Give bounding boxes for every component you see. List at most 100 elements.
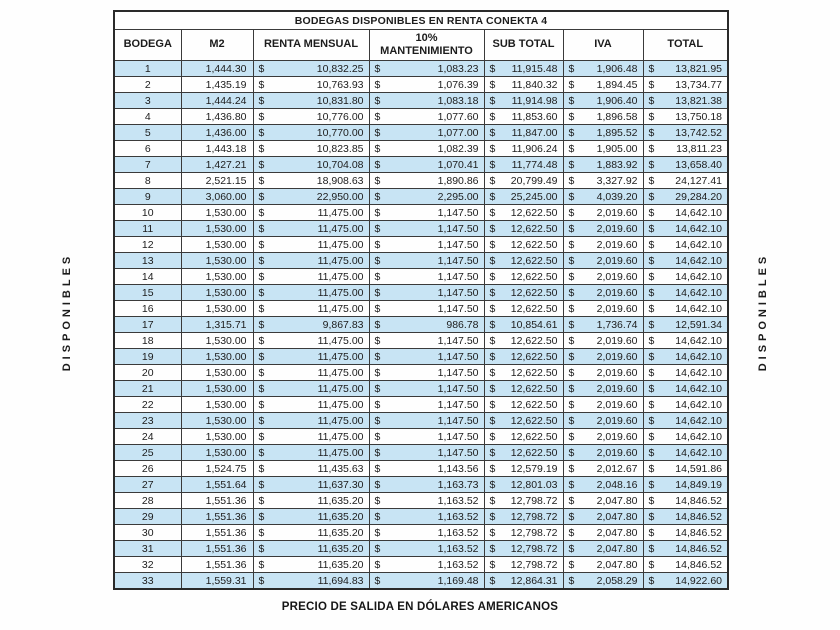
cell-sub-total: $12,798.72 bbox=[483, 540, 564, 557]
currency-symbol: $ bbox=[648, 302, 655, 315]
table-row: 16 1,530.00 $11,475.00 $1,147.50 $12,622.50 $… bbox=[113, 300, 729, 317]
table-row: 25 1,530.00 $11,475.00 $1,147.50 $12,622.50 $… bbox=[113, 444, 729, 461]
cell-m2: 1,530.00 bbox=[180, 396, 254, 413]
amount: 1,169.48 bbox=[437, 574, 479, 587]
cell-total: $14,849.19 bbox=[642, 476, 729, 493]
cell-iva: $2,019.60 bbox=[562, 364, 644, 381]
currency-symbol: $ bbox=[489, 366, 496, 379]
currency-symbol: $ bbox=[489, 78, 496, 91]
cell-iva: $2,047.80 bbox=[562, 556, 644, 573]
cell-renta-mensual: $11,475.00 bbox=[252, 284, 370, 301]
currency-symbol: $ bbox=[568, 94, 575, 107]
amount: 2,019.60 bbox=[596, 270, 638, 283]
currency-symbol: $ bbox=[258, 526, 265, 539]
currency-symbol: $ bbox=[648, 350, 655, 363]
currency-symbol: $ bbox=[258, 542, 265, 555]
table-row: 4 1,436.80 $10,776.00 $1,077.60 $11,853.60 $1… bbox=[113, 108, 729, 125]
currency-symbol: $ bbox=[489, 414, 496, 427]
table-row: 6 1,443.18 $10,823.85 $1,082.39 $11,906.24 $1… bbox=[113, 140, 729, 157]
cell-iva: $2,019.60 bbox=[562, 348, 644, 365]
currency-symbol: $ bbox=[489, 110, 496, 123]
amount: 11,840.32 bbox=[511, 78, 558, 91]
column-header-bodega: BODEGA bbox=[113, 29, 182, 61]
currency-symbol: $ bbox=[568, 318, 575, 331]
currency-symbol: $ bbox=[489, 526, 496, 539]
cell-bodega: 8 bbox=[113, 172, 182, 189]
cell-iva: $1,906.40 bbox=[562, 92, 644, 109]
cell-m2: 1,530.00 bbox=[180, 252, 254, 269]
currency-symbol: $ bbox=[648, 446, 655, 459]
cell-m2: 2,521.15 bbox=[180, 172, 254, 189]
currency-symbol: $ bbox=[648, 222, 655, 235]
cell-m2: 1,551.36 bbox=[180, 524, 254, 541]
cell-iva: $1,906.48 bbox=[562, 60, 644, 77]
cell-renta-mensual: $10,831.80 bbox=[252, 92, 370, 109]
amount: 1,163.52 bbox=[437, 542, 479, 555]
amount: 11,914.98 bbox=[511, 94, 558, 107]
amount: 1,736.74 bbox=[596, 318, 638, 331]
cell-sub-total: $12,801.03 bbox=[483, 476, 564, 493]
cell-total: $29,284.20 bbox=[642, 188, 729, 205]
cell-total: $14,642.10 bbox=[642, 268, 729, 285]
currency-symbol: $ bbox=[489, 62, 496, 75]
amount: 12,622.50 bbox=[510, 398, 558, 411]
cell-iva: $2,019.60 bbox=[562, 204, 644, 221]
cell-iva: $1,736.74 bbox=[562, 316, 644, 333]
cell-bodega: 2 bbox=[113, 76, 182, 93]
cell-renta-mensual: $11,475.00 bbox=[252, 396, 370, 413]
amount: 14,642.10 bbox=[675, 206, 722, 219]
cell-m2: 1,524.75 bbox=[180, 460, 254, 477]
amount: 2,019.60 bbox=[596, 398, 638, 411]
amount: 14,642.10 bbox=[675, 238, 722, 251]
footer-note: PRECIO DE SALIDA EN DÓLARES AMERICANOS bbox=[281, 601, 559, 613]
cell-renta-mensual: $11,635.20 bbox=[252, 508, 370, 525]
cell-renta-mensual: $11,475.00 bbox=[252, 444, 370, 461]
cell-m2: 1,530.00 bbox=[180, 380, 254, 397]
amount: 1,147.50 bbox=[437, 398, 479, 411]
cell-m2: 1,427.21 bbox=[180, 156, 254, 173]
table-row: 2 1,435.19 $10,763.93 $1,076.39 $11,840.32 $1… bbox=[113, 76, 729, 93]
cell-iva: $2,047.80 bbox=[562, 508, 644, 525]
amount: 14,591.86 bbox=[675, 462, 722, 475]
amount: 2,047.80 bbox=[596, 494, 638, 507]
cell-bodega: 6 bbox=[113, 140, 182, 157]
cell-m2: 1,530.00 bbox=[180, 284, 254, 301]
amount: 11,475.00 bbox=[317, 334, 364, 347]
currency-symbol: $ bbox=[648, 206, 655, 219]
table-body: 1 1,444.30 $10,832.25 $1,083.23 $11,915.48 $1… bbox=[113, 60, 729, 590]
cell-sub-total: $11,847.00 bbox=[483, 124, 564, 141]
currency-symbol: $ bbox=[374, 126, 381, 139]
currency-symbol: $ bbox=[568, 446, 575, 459]
currency-symbol: $ bbox=[648, 494, 655, 507]
currency-symbol: $ bbox=[489, 398, 496, 411]
cell-mantenimiento: $1,147.50 bbox=[368, 300, 485, 317]
cell-total: $13,734.77 bbox=[642, 76, 729, 93]
currency-symbol: $ bbox=[374, 334, 381, 347]
vertical-label-disponibles-left: DISPONIBLES bbox=[61, 252, 73, 372]
currency-symbol: $ bbox=[568, 334, 575, 347]
amount: 14,846.52 bbox=[675, 494, 722, 507]
amount: 12,798.72 bbox=[510, 558, 558, 571]
cell-sub-total: $12,622.50 bbox=[483, 204, 564, 221]
amount: 12,579.19 bbox=[510, 462, 558, 475]
cell-mantenimiento: $1,077.00 bbox=[368, 124, 485, 141]
cell-iva: $2,019.60 bbox=[562, 412, 644, 429]
amount: 11,475.00 bbox=[317, 414, 364, 427]
amount: 14,642.10 bbox=[675, 222, 722, 235]
amount: 10,704.08 bbox=[316, 158, 364, 171]
amount: 1,905.00 bbox=[596, 142, 638, 155]
amount: 12,622.50 bbox=[510, 350, 558, 363]
currency-symbol: $ bbox=[648, 558, 655, 571]
table-row: 18 1,530.00 $11,475.00 $1,147.50 $12,622.50 $… bbox=[113, 332, 729, 349]
cell-renta-mensual: $11,635.20 bbox=[252, 492, 370, 509]
amount: 1,147.50 bbox=[437, 430, 479, 443]
amount: 1,895.52 bbox=[596, 126, 638, 139]
cell-mantenimiento: $1,147.50 bbox=[368, 364, 485, 381]
cell-total: $12,591.34 bbox=[642, 316, 729, 333]
currency-symbol: $ bbox=[258, 558, 265, 571]
table-row: 19 1,530.00 $11,475.00 $1,147.50 $12,622.50 $… bbox=[113, 348, 729, 365]
currency-symbol: $ bbox=[648, 174, 655, 187]
amount: 22,950.00 bbox=[316, 190, 364, 203]
table-row: 27 1,551.64 $11,637.30 $1,163.73 $12,801.03 $… bbox=[113, 476, 729, 493]
cell-renta-mensual: $11,635.20 bbox=[252, 556, 370, 573]
